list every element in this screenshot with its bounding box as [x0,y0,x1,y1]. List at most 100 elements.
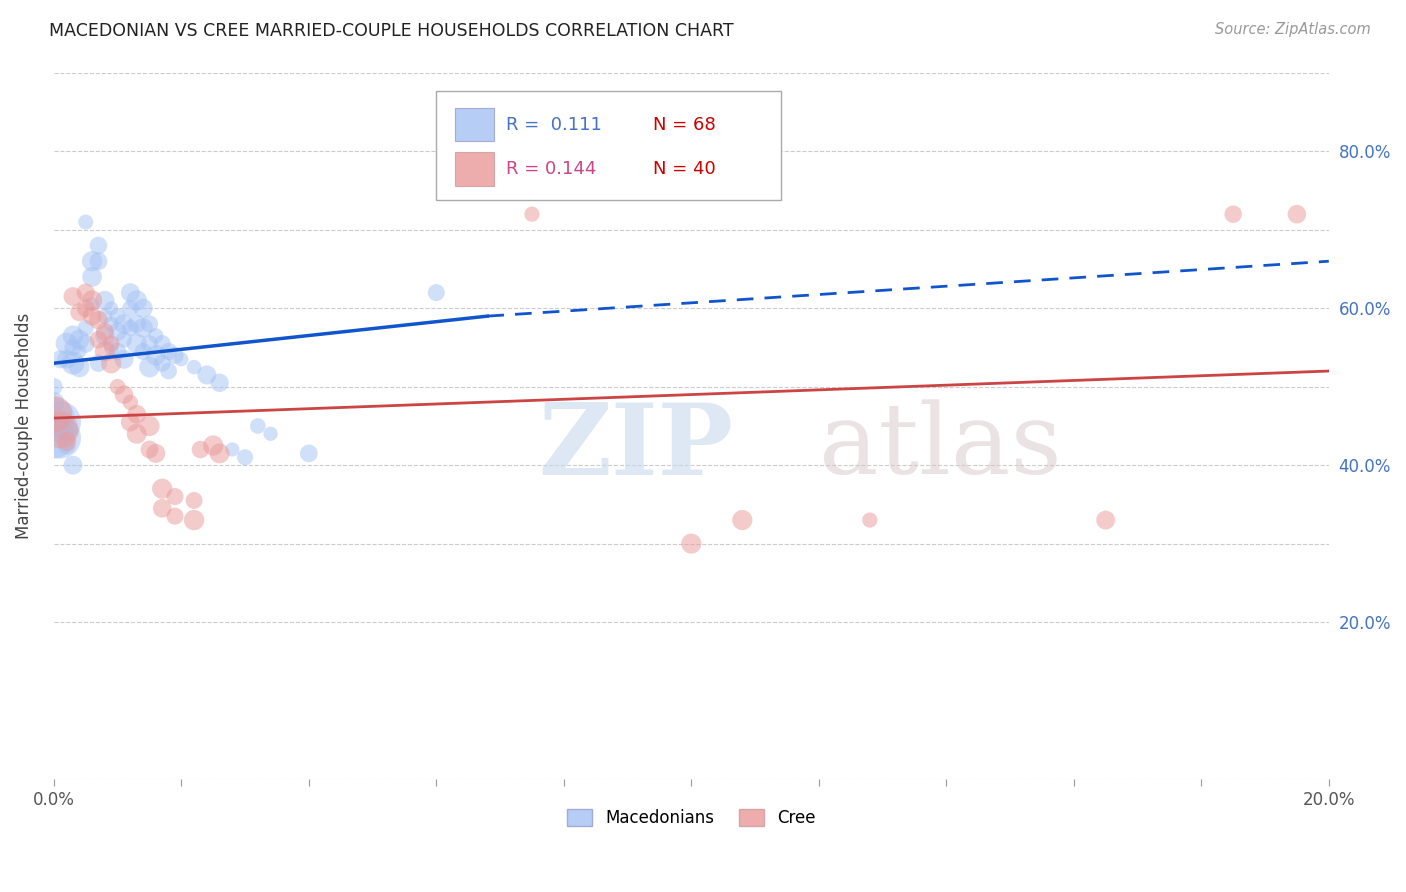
Text: Source: ZipAtlas.com: Source: ZipAtlas.com [1215,22,1371,37]
Point [62,458,84,472]
Point [138,442,160,457]
Point [42,431,65,445]
Point [120,395,142,409]
Point [87,333,110,347]
Point [202,439,225,453]
Point [163,490,186,504]
Point [107,309,129,323]
Point [55,434,77,449]
Point [55,423,77,437]
Point [75,336,97,351]
Text: N = 68: N = 68 [652,115,716,134]
Point [112,317,135,331]
Point [100,317,122,331]
Point [67,360,90,375]
Point [183,493,205,508]
Text: atlas: atlas [818,400,1062,495]
Point [49,431,72,445]
Point [183,513,205,527]
Point [125,317,148,331]
Point [100,341,122,355]
Point [67,333,90,347]
Point [94,293,117,308]
Point [80,293,103,308]
Point [100,356,122,370]
Point [87,238,110,252]
Point [75,215,97,229]
Point [49,352,72,367]
Point [145,446,167,460]
Point [87,254,110,268]
Point [1285,207,1308,221]
Point [75,301,97,316]
Point [100,301,122,316]
Point [67,305,90,319]
Point [67,344,90,359]
Point [125,407,148,421]
Point [138,336,160,351]
Point [163,509,186,524]
Point [208,376,231,390]
Point [107,344,129,359]
Text: R =  0.111: R = 0.111 [506,115,602,134]
FancyBboxPatch shape [456,108,494,142]
Legend: Macedonians, Cree: Macedonians, Cree [560,803,823,834]
Point [62,341,84,355]
Point [132,301,155,316]
Point [138,419,160,434]
Point [150,356,173,370]
Point [125,426,148,441]
Point [94,344,117,359]
Point [120,301,142,316]
Point [55,352,77,367]
Point [190,442,212,457]
Point [94,325,117,339]
Point [157,344,180,359]
FancyBboxPatch shape [456,152,494,186]
Point [75,321,97,335]
Point [157,364,180,378]
Point [87,356,110,370]
Point [62,356,84,370]
Point [163,348,186,362]
Point [107,380,129,394]
Point [42,380,65,394]
Point [731,513,754,527]
Point [120,321,142,335]
Point [80,297,103,311]
Point [112,387,135,401]
Point [42,411,65,425]
Point [94,328,117,343]
Point [1094,513,1116,527]
Point [233,450,256,465]
Point [62,328,84,343]
Point [150,336,173,351]
Point [125,293,148,308]
Point [170,352,193,367]
Text: MACEDONIAN VS CREE MARRIED-COUPLE HOUSEHOLDS CORRELATION CHART: MACEDONIAN VS CREE MARRIED-COUPLE HOUSEH… [49,22,734,40]
Point [221,442,243,457]
Point [120,285,142,300]
Point [183,360,205,375]
Point [80,254,103,268]
Point [859,513,882,527]
Point [208,446,231,460]
Point [145,348,167,362]
Text: R = 0.144: R = 0.144 [506,160,596,178]
Point [55,439,77,453]
Point [1222,207,1244,221]
Point [150,501,173,516]
Point [132,321,155,335]
Point [125,336,148,351]
Text: N = 40: N = 40 [652,160,716,178]
Point [195,368,218,382]
Point [75,285,97,300]
Point [62,289,84,303]
Point [94,309,117,323]
Point [246,419,269,434]
Point [107,325,129,339]
Point [55,336,77,351]
Point [49,423,72,437]
Point [100,336,122,351]
Point [145,328,167,343]
